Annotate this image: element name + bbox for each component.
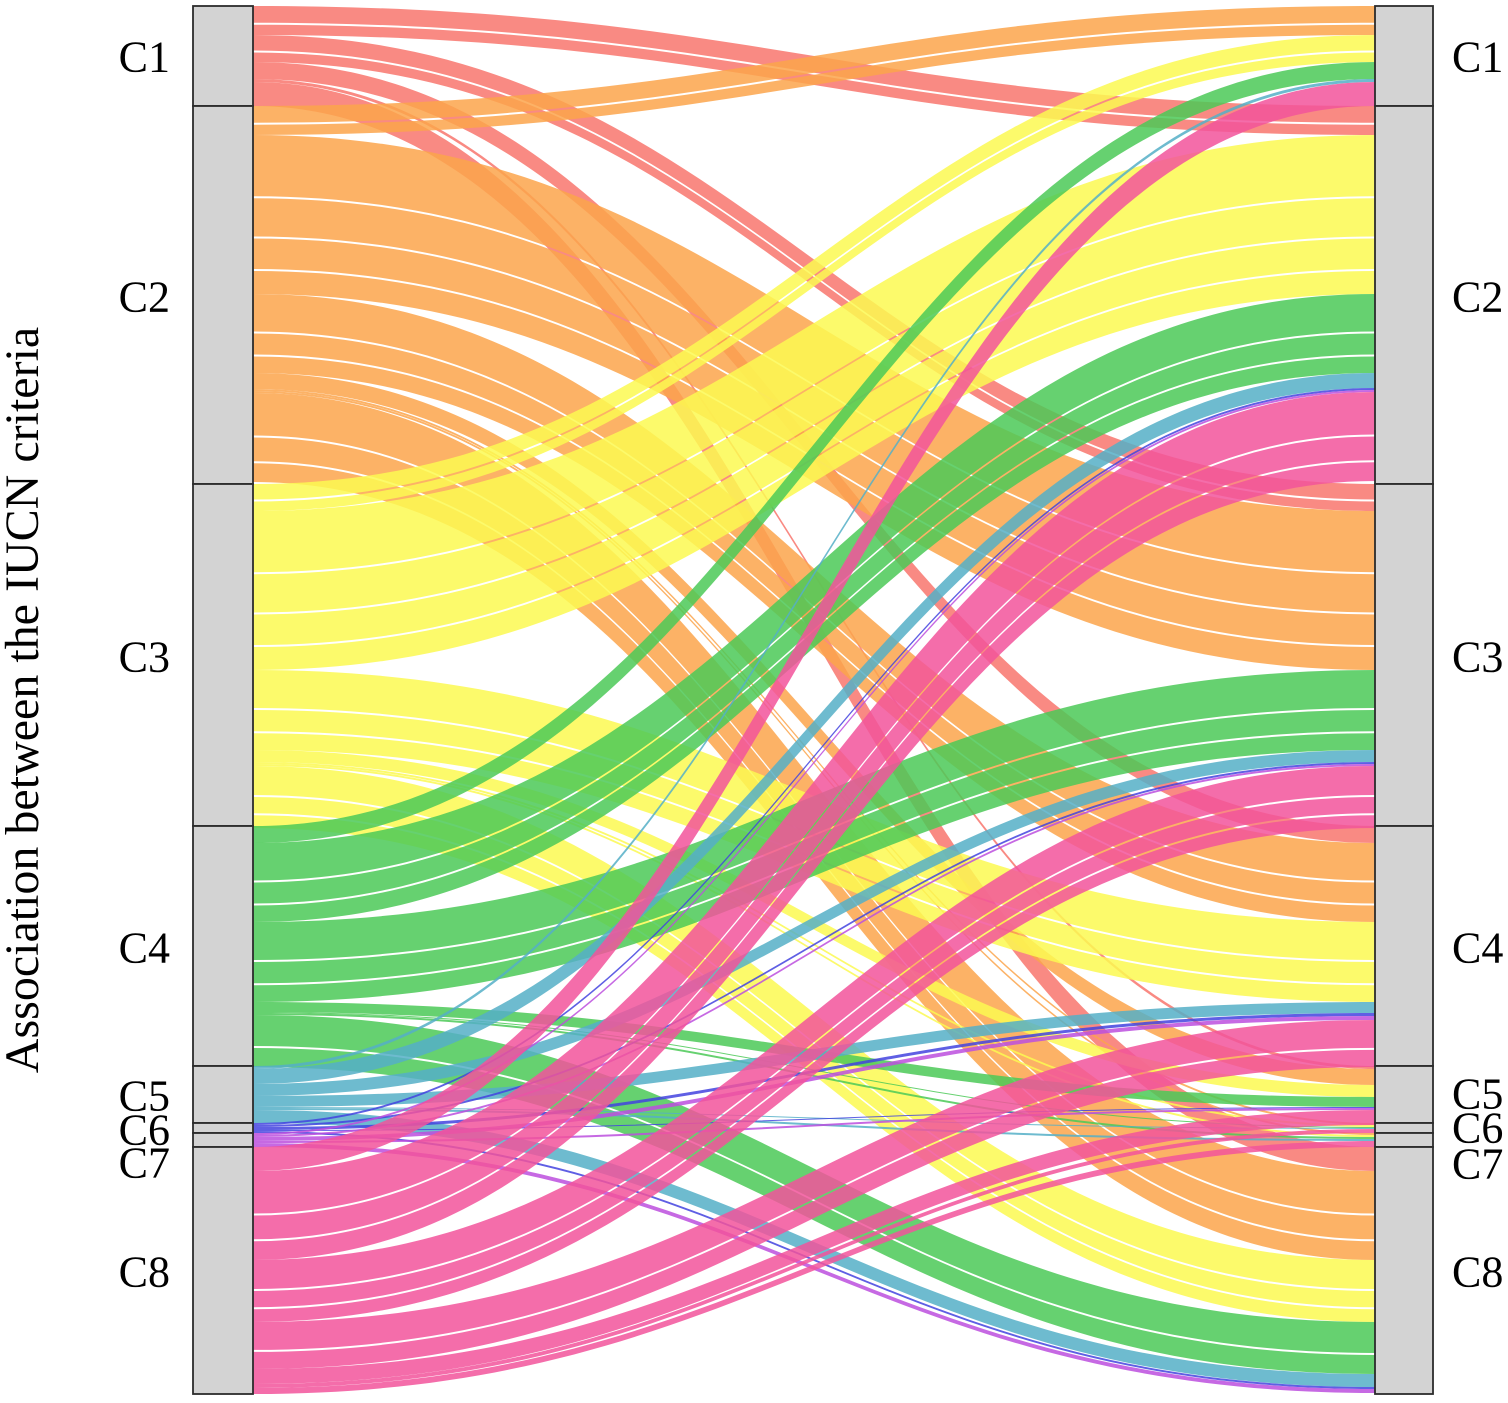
flow-C6-C5 [253,1107,1375,1131]
flow-C8-C3 [253,797,1375,1308]
flow-C3-C1 [253,52,1375,511]
stratum-left-C7 [192,1132,254,1148]
flow-C5-C3 [253,750,1375,1096]
flow-C4-C2 [253,294,1375,881]
stratum-left-C8 [192,1146,254,1395]
axis-label-right-C7: C7 [1452,1140,1503,1189]
flow-C5-C6 [253,1107,1375,1129]
stratum-left-C2 [192,105,254,485]
stratum-left-C3 [192,483,254,827]
strata-layer [192,5,1434,1395]
flow-C4-C1 [253,62,1375,843]
stratum-left-C4 [192,825,254,1067]
axis-label-right-C1: C1 [1452,33,1503,82]
flow-C7-C4 [253,1016,1375,1141]
flow-C6-C3 [253,762,1375,1127]
axis-label-left-C8: C8 [119,1248,170,1297]
stratum-left-C5 [192,1065,254,1124]
flow-C3-C2 [253,198,1375,613]
flow-C5-C1 [253,79,1375,1069]
axis-label-right-C4: C4 [1452,924,1503,973]
flow-C7-C2 [253,390,1375,1135]
stratum-right-C3 [1374,483,1434,827]
axis-label-left-C5: C5 [119,1072,170,1121]
flow-C8-C3 [253,815,1375,1322]
axis-label-left-C7: C7 [119,1139,170,1188]
flow-C8-C2 [253,392,1375,1214]
axis-label-right-C8: C8 [1452,1248,1503,1297]
flow-C8-C6 [253,1129,1375,1388]
stratum-right-C6 [1374,1122,1434,1134]
flow-C8-C3 [253,766,1375,1289]
flow-C6-C2 [253,388,1375,1125]
stratum-right-C4 [1374,825,1434,1067]
flow-C8-C4 [253,1020,1375,1350]
stratum-left-C1 [192,5,254,107]
stratum-right-C5 [1374,1065,1434,1124]
flow-C3-C1 [253,35,1375,500]
axis-label-left-C1: C1 [119,33,170,82]
flow-C7-C5 [253,1108,1375,1143]
flow-C5-C2 [253,373,1375,1084]
axis-label-left-C6: C6 [119,1106,170,1155]
flow-C8-C2 [253,436,1375,1240]
flow-C4-C7 [253,1013,1375,1139]
flow-C3-C2 [253,135,1375,573]
axis-label-right-C2: C2 [1452,273,1503,322]
axis-label-right-C3: C3 [1452,633,1503,682]
stratum-right-C2 [1374,105,1434,485]
stratum-right-C8 [1374,1146,1434,1395]
flows-layer [253,6,1375,1394]
flow-C3-C2 [253,238,1375,646]
flow-C8-C5 [253,1110,1375,1384]
flow-C8-C7 [253,1141,1375,1394]
flow-C8-C1 [253,82,1375,1171]
axis-label-left-C4: C4 [119,924,170,973]
flow-C2-C1 [253,6,1375,123]
stratum-right-C7 [1374,1132,1434,1148]
axis-label-right-C5: C5 [1452,1070,1503,1119]
stratum-left-C6 [192,1122,254,1134]
axis-label-right-C6: C6 [1452,1104,1503,1153]
flow-C3-C2 [253,271,1375,670]
flow-C2-C1 [253,24,1375,136]
axis-label-left-C3: C3 [119,633,170,682]
flow-C8-C2 [253,462,1375,1260]
chart-title: Association between the IUCN criteria [0,327,49,1073]
stratum-right-C1 [1374,5,1434,107]
axis-label-left-C2: C2 [119,273,170,322]
flow-C7-C3 [253,764,1375,1137]
flow-C4-C2 [253,356,1375,922]
flow-C8-C4 [253,1049,1375,1369]
